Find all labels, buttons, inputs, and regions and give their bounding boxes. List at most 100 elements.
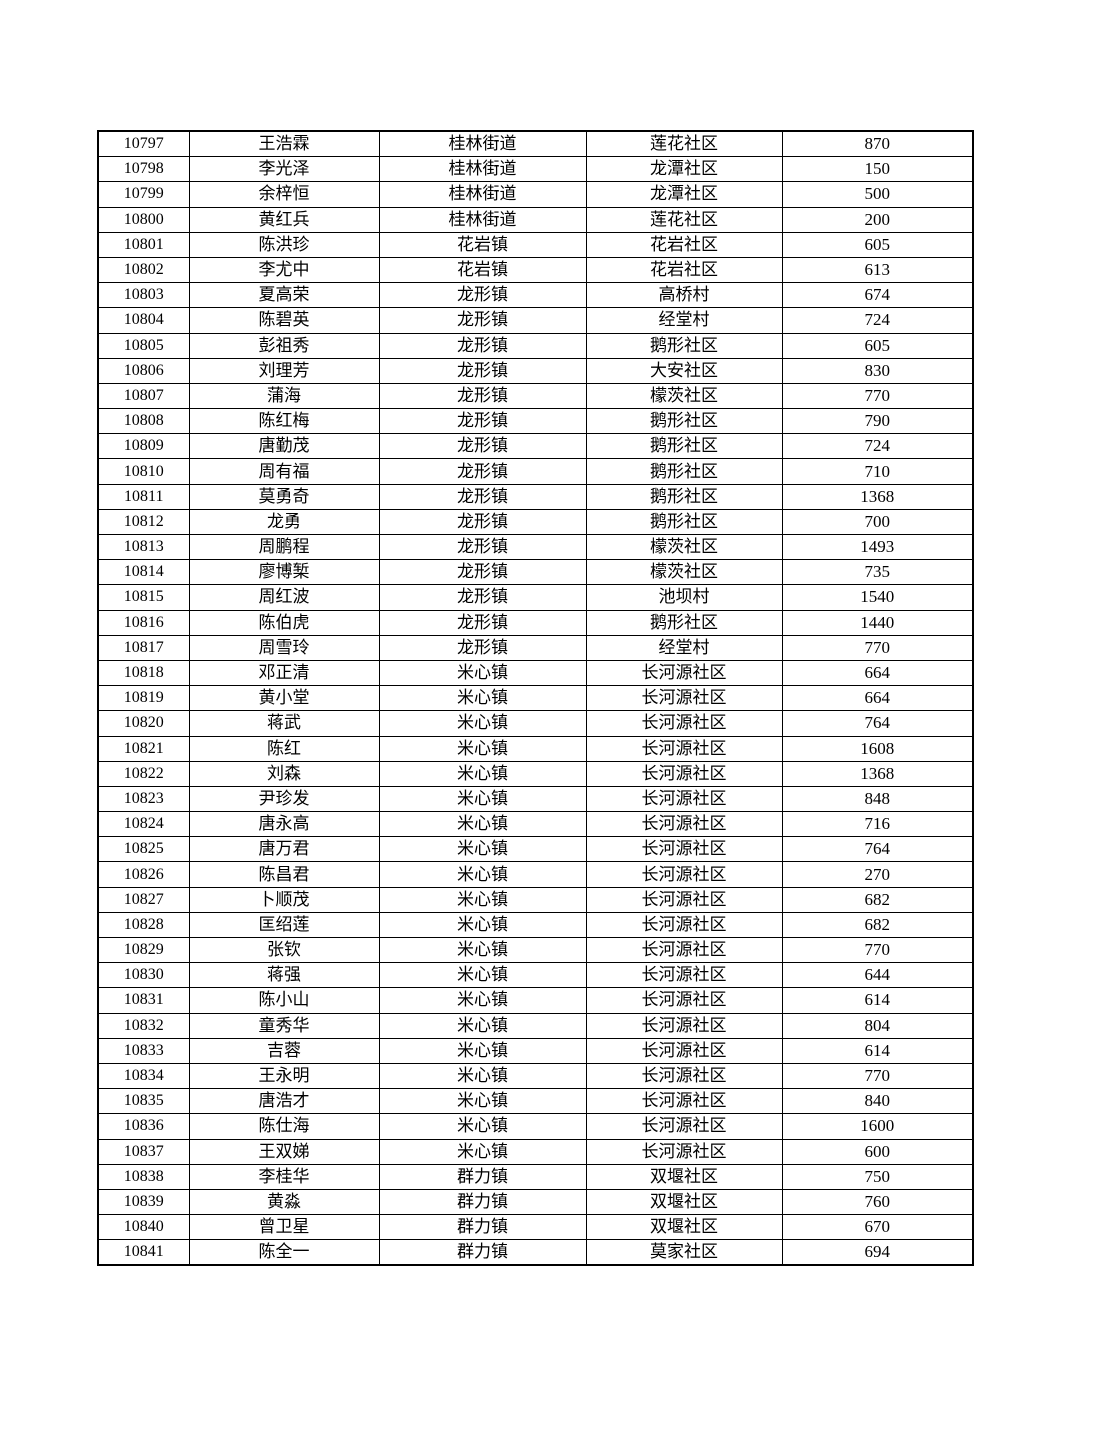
row-id-cell: 10798 — [97, 156, 190, 183]
town-cell: 龙形镇 — [378, 282, 587, 309]
table-row: 10830 蒋强 米心镇 长河源社区 644 — [97, 962, 974, 989]
person-name-cell: 余梓恒 — [188, 181, 380, 208]
amount-cell: 724 — [781, 433, 974, 460]
amount-cell: 804 — [781, 1012, 974, 1039]
town-cell: 米心镇 — [378, 936, 587, 964]
person-name-cell: 廖博椠 — [188, 559, 380, 586]
table-row: 10840 曾卫星 群力镇 双堰社区 670 — [97, 1214, 974, 1241]
amount-cell: 682 — [781, 886, 974, 913]
community-cell: 长河源社区 — [585, 1138, 783, 1165]
community-cell: 长河源社区 — [585, 760, 783, 787]
amount-cell: 1600 — [781, 1113, 974, 1140]
person-name-cell: 蒋强 — [188, 962, 380, 989]
town-cell: 米心镇 — [378, 760, 587, 787]
amount-cell: 750 — [781, 1163, 974, 1190]
person-name-cell: 陈仕海 — [188, 1113, 380, 1140]
table-row: 10828 匡绍莲 米心镇 长河源社区 682 — [97, 911, 974, 939]
community-cell: 经堂村 — [585, 307, 783, 334]
person-name-cell: 王永明 — [188, 1062, 380, 1090]
amount-cell: 270 — [781, 861, 974, 888]
community-cell: 经堂村 — [585, 634, 783, 661]
community-cell: 长河源社区 — [585, 685, 783, 712]
table-row: 10807 蒲海 龙形镇 檬茨社区 770 — [97, 382, 974, 410]
town-cell: 龙形镇 — [378, 559, 587, 586]
table-row: 10818 邓正清 米心镇 长河源社区 664 — [97, 659, 974, 687]
town-cell: 桂林街道 — [378, 130, 587, 158]
person-name-cell: 陈洪珍 — [188, 231, 380, 258]
town-cell: 龙形镇 — [378, 458, 587, 485]
table-row: 10836 陈仕海 米心镇 长河源社区 1600 — [97, 1113, 974, 1140]
town-cell: 龙形镇 — [378, 533, 587, 561]
person-name-cell: 陈昌君 — [188, 861, 380, 888]
amount-cell: 500 — [781, 181, 974, 208]
town-cell: 米心镇 — [378, 1138, 587, 1165]
person-name-cell: 陈伯虎 — [188, 609, 380, 636]
person-name-cell: 黄小堂 — [188, 685, 380, 712]
table-row: 10797 王浩霖 桂林街道 莲花社区 870 — [97, 130, 974, 158]
row-id-cell: 10824 — [97, 811, 190, 838]
person-name-cell: 莫勇奇 — [188, 483, 380, 510]
community-cell: 鹅形社区 — [585, 609, 783, 636]
community-cell: 长河源社区 — [585, 659, 783, 687]
community-cell: 鹅形社区 — [585, 508, 783, 536]
community-cell: 长河源社区 — [585, 1037, 783, 1064]
person-name-cell: 童秀华 — [188, 1012, 380, 1039]
community-cell: 龙潭社区 — [585, 181, 783, 208]
row-id-cell: 10812 — [97, 508, 190, 536]
table-row: 10841 陈全一 群力镇 莫家社区 694 — [97, 1239, 974, 1266]
community-cell: 檬茨社区 — [585, 559, 783, 586]
table-row: 10822 刘森 米心镇 长河源社区 1368 — [97, 760, 974, 787]
community-cell: 双堰社区 — [585, 1214, 783, 1241]
table-row: 10834 王永明 米心镇 长河源社区 770 — [97, 1062, 974, 1090]
town-cell: 米心镇 — [378, 735, 587, 762]
person-name-cell: 李尤中 — [188, 256, 380, 284]
person-name-cell: 陈红 — [188, 735, 380, 762]
community-cell: 池坝村 — [585, 584, 783, 611]
community-cell: 花岩社区 — [585, 231, 783, 258]
table-row: 10819 黄小堂 米心镇 长河源社区 664 — [97, 685, 974, 712]
amount-cell: 1368 — [781, 760, 974, 787]
community-cell: 长河源社区 — [585, 936, 783, 964]
table-row: 10832 童秀华 米心镇 长河源社区 804 — [97, 1012, 974, 1039]
row-id-cell: 10825 — [97, 836, 190, 863]
town-cell: 龙形镇 — [378, 332, 587, 359]
person-name-cell: 蒲海 — [188, 382, 380, 410]
row-id-cell: 10814 — [97, 559, 190, 586]
table-row: 10826 陈昌君 米心镇 长河源社区 270 — [97, 861, 974, 888]
table-row: 10806 刘理芳 龙形镇 大安社区 830 — [97, 357, 974, 384]
row-id-cell: 10804 — [97, 307, 190, 334]
table-row: 10825 唐万君 米心镇 长河源社区 764 — [97, 836, 974, 863]
town-cell: 龙形镇 — [378, 433, 587, 460]
row-id-cell: 10809 — [97, 433, 190, 460]
community-cell: 鹅形社区 — [585, 458, 783, 485]
table-row: 10838 李桂华 群力镇 双堰社区 750 — [97, 1163, 974, 1190]
row-id-cell: 10800 — [97, 206, 190, 233]
town-cell: 米心镇 — [378, 962, 587, 989]
amount-cell: 1440 — [781, 609, 974, 636]
community-cell: 鹅形社区 — [585, 483, 783, 510]
person-name-cell: 唐浩才 — [188, 1088, 380, 1115]
community-cell: 长河源社区 — [585, 1012, 783, 1039]
table-row: 10817 周雪玲 龙形镇 经堂村 770 — [97, 634, 974, 661]
community-cell: 长河源社区 — [585, 1088, 783, 1115]
row-id-cell: 10839 — [97, 1188, 190, 1216]
amount-cell: 1608 — [781, 735, 974, 762]
amount-cell: 764 — [781, 836, 974, 863]
table-row: 10812 龙勇 龙形镇 鹅形社区 700 — [97, 508, 974, 536]
town-cell: 米心镇 — [378, 1062, 587, 1090]
row-id-cell: 10823 — [97, 785, 190, 813]
person-name-cell: 王双娣 — [188, 1138, 380, 1165]
amount-cell: 724 — [781, 307, 974, 334]
town-cell: 米心镇 — [378, 659, 587, 687]
town-cell: 米心镇 — [378, 861, 587, 888]
town-cell: 米心镇 — [378, 785, 587, 813]
community-cell: 大安社区 — [585, 357, 783, 384]
town-cell: 龙形镇 — [378, 634, 587, 661]
person-name-cell: 曾卫星 — [188, 1214, 380, 1241]
amount-cell: 735 — [781, 559, 974, 586]
community-cell: 檬茨社区 — [585, 382, 783, 410]
amount-cell: 644 — [781, 962, 974, 989]
row-id-cell: 10813 — [97, 533, 190, 561]
town-cell: 米心镇 — [378, 811, 587, 838]
amount-cell: 605 — [781, 332, 974, 359]
